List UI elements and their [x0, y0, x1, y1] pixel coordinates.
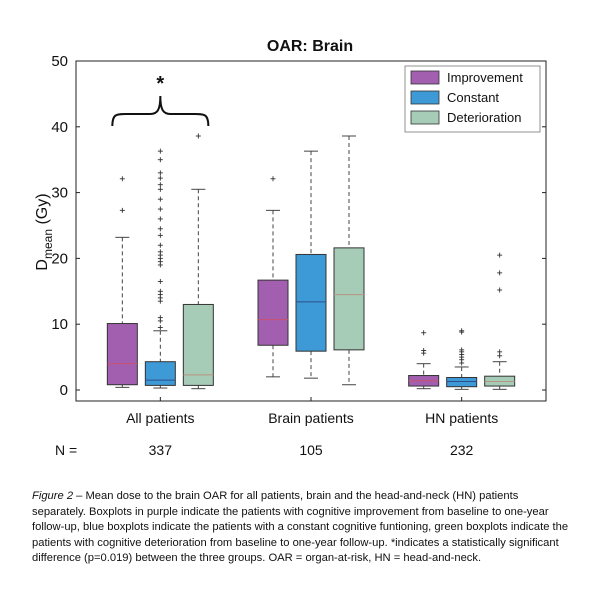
- n-value: 337: [149, 442, 173, 458]
- significance-brace: [111, 95, 210, 127]
- outlier-marker: [157, 186, 163, 192]
- legend-swatch: [410, 70, 440, 85]
- box: [106, 323, 138, 386]
- y-axis-label: Dmean (Gy): [34, 193, 55, 270]
- outlier-marker: [497, 349, 503, 355]
- figure-caption-text: – Mean dose to the brain OAR for all pat…: [32, 490, 569, 565]
- box: [182, 303, 214, 386]
- outlier-marker: [157, 315, 163, 321]
- y-tick-label: 30: [51, 185, 68, 202]
- outlier-marker: [157, 324, 163, 330]
- box: [257, 279, 289, 346]
- boxplot-chart: OAR: Brain 0 10 20 30 40 50 Dmean (Gy) All pati…: [34, 38, 547, 458]
- outlier-marker: [157, 175, 163, 181]
- outlier-marker: [497, 287, 503, 293]
- box: [144, 361, 176, 386]
- box: [333, 247, 365, 351]
- y-tick-label: 50: [51, 53, 68, 70]
- outlier-marker: [459, 328, 465, 334]
- outlier-marker: [157, 148, 163, 154]
- x-tick-label: Brain patients: [268, 410, 354, 426]
- box: [295, 253, 327, 352]
- n-value: 105: [299, 442, 323, 458]
- outlier-marker: [157, 216, 163, 222]
- box: [446, 376, 478, 388]
- legend-label: Improvement: [447, 70, 523, 85]
- legend-label: Deterioration: [447, 110, 521, 125]
- figure-label: Figure 2: [32, 490, 74, 502]
- outlier-marker: [157, 242, 163, 248]
- n-label: N =: [55, 442, 77, 458]
- y-tick-label: 0: [60, 382, 68, 399]
- outlier-marker: [157, 226, 163, 232]
- outlier-marker: [157, 278, 163, 284]
- n-value: 232: [450, 442, 474, 458]
- legend-swatch: [410, 90, 440, 105]
- outlier-marker: [157, 157, 163, 163]
- y-tick-label: 40: [51, 119, 68, 136]
- outlier-marker: [421, 348, 427, 354]
- outlier-marker: [195, 133, 201, 139]
- outlier-marker: [497, 270, 503, 276]
- outlier-marker: [119, 207, 125, 213]
- y-tick-label: 20: [51, 250, 68, 267]
- x-tick-label: HN patients: [425, 410, 498, 426]
- outlier-marker: [157, 196, 163, 202]
- outlier-marker: [157, 288, 163, 294]
- legend-label: Constant: [447, 90, 499, 105]
- y-tick-label: 10: [51, 316, 68, 333]
- outlier-marker: [157, 249, 163, 255]
- outlier-marker: [157, 182, 163, 188]
- legend-swatch: [410, 110, 440, 125]
- outlier-marker: [157, 206, 163, 212]
- outlier-marker: [157, 170, 163, 176]
- figure-caption: Figure 2 – Mean dose to the brain OAR fo…: [32, 489, 572, 567]
- outlier-marker: [497, 252, 503, 258]
- x-tick-label: All patients: [126, 410, 194, 426]
- outlier-marker: [157, 232, 163, 238]
- outlier-marker: [119, 176, 125, 182]
- chart-title: OAR: Brain: [267, 38, 353, 55]
- outlier-marker: [421, 330, 427, 336]
- outlier-marker: [270, 176, 276, 182]
- significance-asterisk: *: [156, 73, 164, 95]
- outlier-marker: [459, 347, 465, 353]
